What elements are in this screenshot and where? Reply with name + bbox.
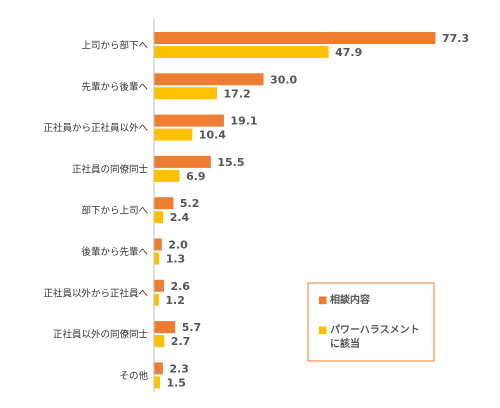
bar-power-harassment <box>154 46 329 58</box>
legend-entry-label: 相談内容 <box>330 293 370 306</box>
bar-consultation <box>154 73 264 86</box>
category-label: 先輩から後輩へ <box>81 81 148 93</box>
category-label: 後輩から先輩へ <box>81 246 148 258</box>
bar-power-harassment <box>154 128 193 141</box>
value-label-power-harassment: 1.2 <box>165 294 185 307</box>
category-label: 正社員の同僚同士 <box>72 163 149 175</box>
bar-consultation <box>154 197 174 210</box>
category-labels-group: 上司から部下へ先輩から後輩へ正社員から正社員以外へ正社員の同僚同士部下から上司へ… <box>43 40 148 382</box>
value-label-power-harassment: 1.3 <box>166 253 186 266</box>
bar-consultation <box>154 362 163 375</box>
bar-consultation <box>154 114 224 127</box>
value-label-consultation: 30.0 <box>270 73 297 86</box>
value-label-power-harassment: 1.5 <box>166 376 186 389</box>
bar-power-harassment <box>154 252 160 265</box>
bar-consultation <box>154 155 211 168</box>
legend-entry-label: に該当 <box>330 337 360 350</box>
bar-consultation <box>154 32 436 44</box>
value-label-consultation: 19.1 <box>230 115 257 128</box>
bar-consultation <box>154 279 164 292</box>
category-label: その他 <box>119 370 148 382</box>
bar-power-harassment <box>154 169 180 182</box>
bar-consultation <box>154 238 162 251</box>
value-labels-group: 77.3 47.9 30.0 17.2 19.1 10.4 15.5 6.9 5.22.4 2.0… <box>165 32 469 389</box>
value-label-consultation: 5.2 <box>180 197 200 210</box>
bar-power-harassment <box>154 87 218 100</box>
value-label-consultation: 2.6 <box>170 280 190 293</box>
value-label-power-harassment: 10.4 <box>199 129 226 142</box>
bar-power-harassment <box>154 211 164 224</box>
category-label: 正社員以外から正社員へ <box>43 287 148 299</box>
bars-group <box>154 32 436 389</box>
bar-consultation <box>154 321 176 334</box>
bar-power-harassment <box>154 376 160 389</box>
value-label-consultation: 77.3 <box>442 32 469 45</box>
value-label-consultation: 2.3 <box>169 362 189 375</box>
value-label-power-harassment: 17.2 <box>224 87 251 100</box>
bar-power-harassment <box>154 293 159 306</box>
value-label-consultation: 2.0 <box>168 239 188 252</box>
legend-marker: ■ <box>318 325 327 336</box>
value-label-power-harassment: 6.9 <box>186 170 206 183</box>
category-label: 部下から上司へ <box>81 205 148 217</box>
category-label: 正社員から正社員以外へ <box>43 122 148 134</box>
legend-marker: ■ <box>318 295 327 306</box>
value-label-consultation: 5.7 <box>182 321 202 334</box>
value-label-power-harassment: 47.9 <box>335 46 362 59</box>
value-label-consultation: 15.5 <box>217 156 244 169</box>
value-label-power-harassment: 2.4 <box>170 211 190 224</box>
value-label-power-harassment: 2.7 <box>171 335 191 348</box>
category-label: 正社員以外の同僚同士 <box>53 329 149 341</box>
legend-box <box>307 282 435 362</box>
category-label: 上司から部下へ <box>81 40 148 52</box>
bar-power-harassment <box>154 335 165 348</box>
legend-entry-label: パワーハラスメント <box>330 324 420 336</box>
